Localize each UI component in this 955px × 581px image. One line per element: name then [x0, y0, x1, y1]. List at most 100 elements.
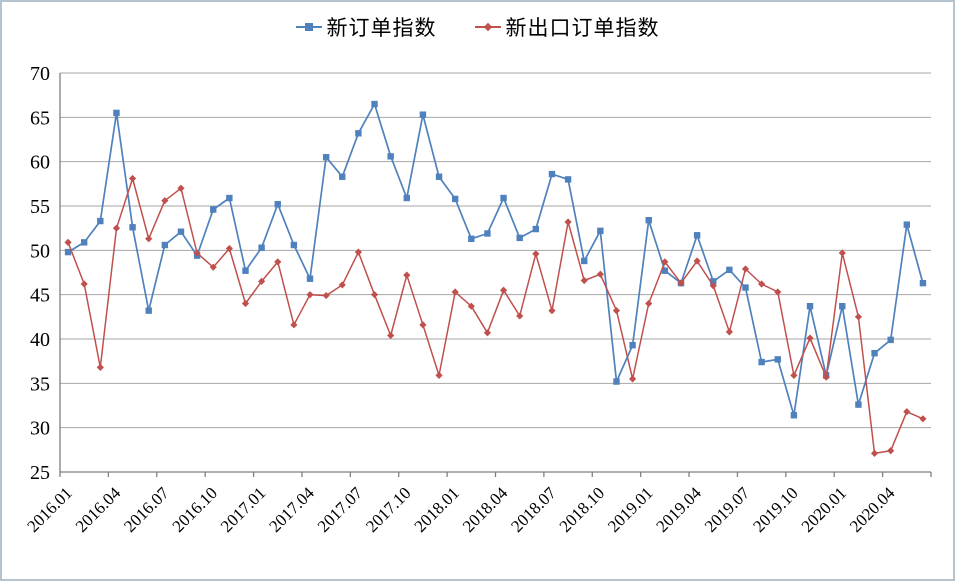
data-point-diamond — [806, 334, 814, 342]
legend-diamond-red — [483, 22, 492, 32]
data-point-square — [129, 224, 136, 231]
data-point-diamond — [322, 291, 330, 300]
data-point-diamond — [290, 321, 298, 329]
series-1-markers — [64, 174, 927, 457]
y-axis-label: 45 — [30, 285, 50, 307]
x-axis-label: 2020.01 — [798, 483, 851, 536]
data-point-diamond — [96, 363, 104, 371]
data-point-square — [500, 194, 507, 202]
data-point-square — [97, 217, 104, 225]
data-point-square — [710, 278, 717, 285]
data-point-square — [290, 241, 298, 249]
data-point-diamond — [274, 258, 282, 266]
data-point-square — [226, 194, 233, 202]
data-point-square — [871, 349, 878, 357]
data-point-diamond — [161, 197, 169, 205]
x-axis-label: 2016.01 — [23, 483, 76, 536]
x-axis-label: 2016.04 — [72, 483, 125, 536]
data-point-square — [435, 173, 443, 180]
data-point-diamond — [822, 373, 830, 381]
data-point-square — [693, 232, 701, 239]
data-point-diamond — [64, 238, 72, 246]
data-point-square — [161, 241, 169, 249]
legend-item-new-orders: 新订单指数 — [295, 12, 437, 42]
data-point-square — [339, 173, 346, 180]
data-point-diamond — [596, 270, 604, 278]
data-point-diamond — [112, 224, 121, 232]
data-point-diamond — [677, 279, 685, 287]
data-point-square — [403, 194, 410, 202]
legend-square-blue — [304, 23, 313, 31]
x-axis-label: 2019.07 — [701, 483, 754, 536]
data-point-square — [113, 109, 120, 117]
data-point-square — [387, 153, 394, 160]
data-point-square — [145, 307, 152, 314]
x-axis-label: 2018.01 — [411, 483, 464, 536]
data-point-diamond — [483, 329, 492, 337]
data-point-diamond — [645, 299, 653, 308]
chart-legend: 新订单指数 新出口订单指数 — [2, 12, 953, 42]
data-point-diamond — [548, 307, 556, 315]
data-point-diamond — [790, 371, 798, 379]
x-axis-label: 2019.01 — [604, 483, 657, 536]
data-point-square — [548, 170, 556, 178]
data-point-diamond — [435, 371, 443, 379]
data-point-square — [564, 176, 572, 183]
x-axis-label: 2018.04 — [459, 483, 512, 536]
data-point-diamond — [661, 258, 669, 266]
data-point-diamond — [612, 307, 621, 315]
y-axis-label: 60 — [30, 152, 50, 174]
data-point-diamond — [564, 218, 572, 226]
data-point-diamond — [887, 447, 895, 455]
x-axis-label: 2019.04 — [652, 483, 705, 536]
series-0-group — [67, 103, 924, 417]
y-axis-label: 30 — [30, 418, 50, 440]
data-point-square — [597, 227, 604, 235]
data-point-diamond — [741, 265, 750, 273]
data-point-diamond — [80, 280, 88, 288]
y-axis-label: 40 — [30, 329, 50, 351]
data-point-square — [306, 275, 314, 282]
data-point-diamond — [306, 291, 314, 299]
y-axis-label: 35 — [30, 373, 50, 395]
data-point-square — [887, 336, 894, 344]
data-point-diamond — [338, 281, 346, 289]
data-point-diamond — [177, 184, 185, 192]
data-point-diamond — [499, 286, 508, 294]
data-point-square — [919, 279, 927, 287]
data-point-square — [355, 130, 362, 137]
data-point-square — [629, 342, 636, 349]
data-point-diamond — [516, 312, 524, 320]
data-point-square — [419, 111, 427, 118]
data-point-square — [64, 248, 72, 256]
data-point-square — [371, 100, 378, 108]
data-point-square — [242, 267, 249, 274]
data-point-diamond — [354, 248, 362, 256]
data-point-square — [742, 284, 749, 291]
data-point-square — [274, 201, 281, 208]
data-point-diamond — [580, 276, 588, 285]
x-axis-label: 2019.10 — [749, 483, 802, 536]
series-0-line — [67, 103, 924, 417]
data-point-diamond — [919, 415, 927, 423]
data-point-diamond — [145, 235, 153, 243]
legend-diamond-marker-icon — [474, 21, 501, 33]
data-point-square — [177, 228, 185, 235]
data-point-diamond — [241, 299, 250, 308]
data-point-square — [806, 302, 814, 310]
data-point-square — [855, 401, 862, 408]
data-point-diamond — [693, 257, 701, 265]
data-point-diamond — [419, 321, 427, 329]
data-point-square — [661, 267, 669, 274]
data-point-square — [258, 244, 265, 251]
data-point-diamond — [532, 250, 540, 258]
data-point-diamond — [774, 288, 782, 296]
x-axis-label: 2017.10 — [362, 483, 415, 536]
data-point-diamond — [725, 328, 733, 336]
data-point-square — [839, 302, 846, 310]
legend-label-new-export-orders: 新出口订单指数 — [505, 16, 660, 40]
y-axis-label: 25 — [30, 462, 50, 484]
data-point-square — [774, 356, 781, 363]
series-1-line — [67, 177, 924, 455]
